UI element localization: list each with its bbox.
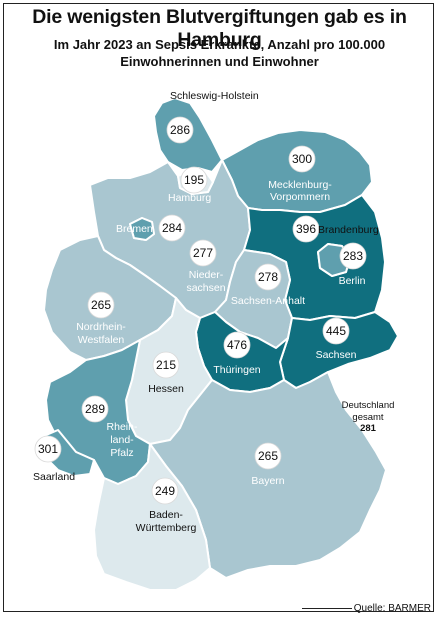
value-label-sachsen: 445 <box>326 324 346 338</box>
value-label-berlin: 283 <box>343 249 363 263</box>
region-name-rheinland-pfalz: Rhein- <box>107 421 138 433</box>
value-label-nordrhein-westfalen: 265 <box>91 298 111 312</box>
region-name-hamburg: Hamburg <box>168 192 211 204</box>
region-name-sachsen-anhalt: Sachsen-Anhalt <box>231 295 305 307</box>
value-circle-sachsen-anhalt <box>254 263 282 291</box>
value-label-hamburg: 195 <box>184 173 204 187</box>
value-label-hessen: 215 <box>156 358 176 372</box>
value-label-baden-wuerttemberg: 249 <box>155 484 175 498</box>
value-label-schleswig-holstein: 286 <box>170 123 190 137</box>
value-label-rheinland-pfalz: 289 <box>85 402 105 416</box>
region-name-saarland: Saarland <box>33 471 75 483</box>
region-name-niedersachsen: sachsen <box>186 282 225 294</box>
region-name-thueringen: Thüringen <box>213 364 260 376</box>
subtitle-line-1: Im Jahr 2023 an Sepsis Erkrankte, Anzahl… <box>53 37 386 52</box>
region-name-nordrhein-westfalen: Westfalen <box>78 334 125 346</box>
region-name-rheinland-pfalz: land- <box>110 434 134 446</box>
value-circle-brandenburg <box>292 215 320 243</box>
national-label-line-2: gesamt <box>352 411 384 423</box>
source-text: Quelle: BARMER <box>353 603 431 614</box>
map-title: Die wenigsten Blutvergiftungen gab es in… <box>32 6 407 51</box>
region-name-baden-wuerttemberg: Württemberg <box>136 522 197 534</box>
region-name-bayern: Bayern <box>251 475 284 487</box>
subtitle-line-2: Einwohnerinnen und Einwohner <box>120 54 319 69</box>
region-bayern <box>149 371 387 579</box>
source-note: Quelle: BARMER <box>301 603 431 614</box>
region-name-nordrhein-westfalen: Nordrhein- <box>76 321 126 333</box>
value-circle-bremen <box>158 214 186 242</box>
region-name-berlin: Berlin <box>339 275 366 287</box>
national-value: 281 <box>360 423 376 434</box>
value-circle-thueringen <box>223 331 251 359</box>
value-label-mecklenburg-vorpommern: 300 <box>292 152 312 166</box>
region-name-mecklenburg-vorpommern: Vorpommern <box>270 191 330 203</box>
value-label-thueringen: 476 <box>227 338 247 352</box>
region-name-sachsen: Sachsen <box>316 349 357 361</box>
value-circle-niedersachsen <box>189 239 217 267</box>
value-label-niedersachsen: 277 <box>193 246 213 260</box>
value-circle-berlin <box>339 242 367 270</box>
value-circle-sachsen <box>322 317 350 345</box>
region-name-mecklenburg-vorpommern: Mecklenburg- <box>268 179 332 191</box>
value-label-brandenburg: 396 <box>296 222 316 236</box>
region-bremen <box>129 217 155 241</box>
value-label-saarland: 301 <box>38 442 58 456</box>
value-circle-hessen <box>152 351 180 379</box>
value-circle-nordrhein-westfalen <box>87 291 115 319</box>
region-name-niedersachsen: Nieder- <box>189 269 224 281</box>
region-name-baden-wuerttemberg: Baden- <box>149 509 183 521</box>
value-circle-saarland <box>34 435 62 463</box>
map-subtitle: Im Jahr 2023 an Sepsis Erkrankte, Anzahl… <box>0 36 439 70</box>
region-name-brandenburg: Brandenburg <box>318 224 379 236</box>
national-label-line-1: Deutschland <box>341 400 395 411</box>
region-name-bremen: Bremen <box>116 223 153 235</box>
national-total: Deutschland gesamt 281 <box>318 400 418 435</box>
value-circle-bayern <box>254 442 282 470</box>
value-label-sachsen-anhalt: 278 <box>258 270 278 284</box>
value-circle-mecklenburg-vorpommern <box>288 145 316 173</box>
region-name-hessen: Hessen <box>148 383 184 395</box>
region-name-schleswig-holstein: Schleswig-Holstein <box>170 90 259 102</box>
value-circle-hamburg <box>180 166 208 194</box>
value-label-bayern: 265 <box>258 449 278 463</box>
value-circle-schleswig-holstein <box>166 116 194 144</box>
source-rule <box>301 607 352 609</box>
value-circle-baden-wuerttemberg <box>151 477 179 505</box>
value-label-bremen: 284 <box>162 221 182 235</box>
region-name-rheinland-pfalz: Pfalz <box>110 447 133 459</box>
region-baden-wuerttemberg <box>93 443 211 591</box>
value-circle-rheinland-pfalz <box>81 395 109 423</box>
